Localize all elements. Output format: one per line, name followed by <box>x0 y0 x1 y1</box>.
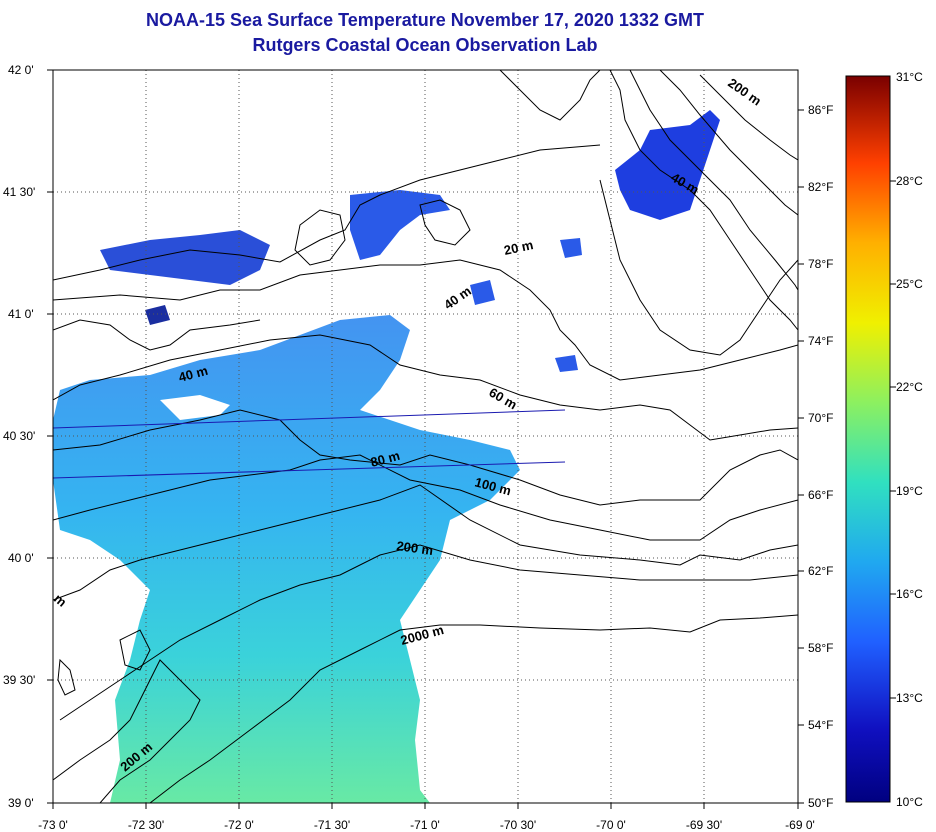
lon-label: -70 30' <box>500 818 536 832</box>
fahrenheit-label: 58°F <box>808 641 833 655</box>
lon-label: -70 0' <box>596 818 626 832</box>
contour-label: 20 m <box>503 237 535 258</box>
lon-label: -71 0' <box>410 818 440 832</box>
lat-label: 40 30' <box>3 429 35 443</box>
colorbar-ticks <box>890 180 896 699</box>
contour-label: 2000 m <box>399 622 445 648</box>
celsius-label: 22°C <box>896 380 923 394</box>
longitude-labels: -73 0' -72 30' -72 0' -71 30' -71 0' -70… <box>38 818 815 832</box>
lon-label: -69 30' <box>686 818 722 832</box>
lon-label: -72 0' <box>224 818 254 832</box>
contour-label: 200 m <box>725 75 764 108</box>
swath-lines <box>52 409 566 479</box>
fahrenheit-labels: 86°F 82°F 78°F 74°F 70°F 66°F 62°F 58°F … <box>808 103 833 810</box>
fahrenheit-label: 78°F <box>808 257 833 271</box>
celsius-label: 19°C <box>896 484 923 498</box>
celsius-label: 31°C <box>896 70 923 84</box>
contour-label: 40 m <box>441 283 474 312</box>
lat-label: 39 30' <box>3 673 35 687</box>
fahrenheit-label: 86°F <box>808 103 833 117</box>
contour-label: m <box>51 591 69 610</box>
lon-label: -69 0' <box>785 818 815 832</box>
contour-label: 200 m <box>396 538 435 558</box>
fahrenheit-label: 70°F <box>808 411 833 425</box>
contour-label: 60 m <box>487 385 520 413</box>
celsius-label: 25°C <box>896 277 923 291</box>
celsius-label: 16°C <box>896 587 923 601</box>
contour-label: 80 m <box>369 448 402 470</box>
celsius-label: 13°C <box>896 691 923 705</box>
latitude-labels: 42 0' 41 30' 41 0' 40 30' 40 0' 39 30' 3… <box>3 63 35 810</box>
lon-label: -72 30' <box>128 818 164 832</box>
celsius-label: 28°C <box>896 174 923 188</box>
map-subtitle: Rutgers Coastal Ocean Observation Lab <box>252 35 598 55</box>
contour-label: 40 m <box>177 363 210 385</box>
lon-label: -73 0' <box>38 818 68 832</box>
map-title: NOAA-15 Sea Surface Temperature November… <box>146 10 704 30</box>
fahrenheit-label: 50°F <box>808 796 833 810</box>
lat-label: 42 0' <box>8 63 34 77</box>
fahrenheit-label: 62°F <box>808 564 833 578</box>
lat-label: 39 0' <box>8 796 34 810</box>
graticule <box>53 70 798 803</box>
bathymetry-contours <box>53 70 798 803</box>
lat-label: 41 30' <box>3 185 35 199</box>
fahrenheit-label: 54°F <box>808 718 833 732</box>
celsius-label: 10°C <box>896 795 923 809</box>
map-ticks <box>47 69 804 809</box>
lat-label: 40 0' <box>8 551 34 565</box>
fahrenheit-label: 66°F <box>808 488 833 502</box>
fahrenheit-label: 82°F <box>808 180 833 194</box>
fahrenheit-label: 74°F <box>808 334 833 348</box>
celsius-labels: 31°C 28°C 25°C 22°C 19°C 16°C 13°C 10°C <box>896 70 923 809</box>
lon-label: -71 30' <box>314 818 350 832</box>
temperature-colorbar <box>845 75 891 803</box>
lat-label: 41 0' <box>8 307 34 321</box>
